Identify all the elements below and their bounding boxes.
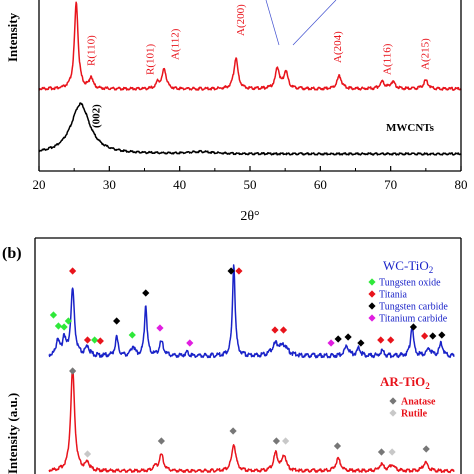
ar-tio2-trace-a	[38, 1, 462, 91]
wc-marker	[91, 336, 99, 344]
legend-swatch	[368, 302, 376, 310]
legend-entry: Tungsten oxide	[379, 278, 441, 289]
wc-marker	[271, 326, 279, 334]
legend-swatch	[389, 397, 397, 405]
panel-a-traces	[38, 1, 462, 156]
wc-marker	[49, 311, 58, 319]
wc-marker	[344, 333, 352, 341]
wc-marker	[60, 323, 68, 331]
wc-tio2-title: WC-TiO2	[383, 258, 433, 275]
peak-label: R(101)	[144, 44, 156, 76]
peak-label: A(215)	[419, 38, 431, 70]
panel-b: (b) WC-TiO2 Tungsten oxideTitaniaTungste…	[2, 237, 462, 474]
wc-marker	[83, 336, 92, 344]
peak-label: A(200)	[235, 4, 247, 36]
ar-marker	[333, 442, 342, 450]
peak-label: R(110)	[85, 35, 97, 66]
wc-marker	[279, 326, 288, 334]
ar-marker	[229, 427, 237, 435]
legend-entry: Tungsten carbide	[379, 302, 448, 313]
ar-marker	[69, 367, 77, 375]
wc-marker	[387, 336, 395, 344]
wc-marker	[64, 317, 72, 325]
wc-marker	[357, 339, 365, 347]
wc-marker	[156, 324, 164, 332]
wc-marker	[96, 337, 104, 345]
ar-marker	[377, 448, 386, 456]
wc-marker	[421, 332, 429, 340]
x-tick-label: 60	[314, 177, 327, 192]
panel-b-markers	[49, 267, 446, 458]
legend-swatch	[389, 409, 397, 417]
x-tick-label: 70	[384, 177, 397, 192]
wc-marker	[142, 289, 150, 297]
wc-marker	[227, 267, 235, 275]
wc-marker	[186, 339, 194, 347]
peak-label: A(116)	[381, 43, 393, 75]
legend-entry: Rutile	[401, 409, 428, 420]
panel-a-ylabel: Intensity	[5, 12, 20, 62]
x-tick-label: 30	[103, 177, 116, 192]
x-tick-label: 80	[455, 177, 468, 192]
guide-line-left	[265, 0, 280, 46]
ar-tio2-trace-b	[48, 367, 455, 474]
legend-swatch	[368, 314, 376, 322]
legend-swatch	[368, 290, 376, 298]
mwcnts-peak-label: (002)	[90, 104, 102, 128]
panel-a: R(110) R(101) A(112) A(200) A(204) A(116) A(21…	[5, 0, 468, 224]
legend-swatch	[368, 278, 376, 286]
ar-marker	[157, 437, 165, 445]
legend-entry: Anatase	[401, 397, 436, 408]
ar-marker	[83, 450, 92, 458]
legend-entry: Titania	[379, 290, 408, 301]
ar-tio2-title: AR-TiO2	[380, 374, 430, 391]
wc-tio2-trace	[48, 264, 455, 359]
wc-marker	[327, 339, 335, 347]
wc-marker	[334, 335, 342, 343]
peak-label: A(112)	[170, 28, 182, 60]
wc-marker	[113, 317, 121, 325]
wc-marker	[409, 323, 418, 331]
x-tick-label: 50	[244, 177, 257, 192]
guide-line-right	[292, 0, 337, 46]
wc-marker	[377, 336, 385, 344]
wc-marker	[128, 331, 136, 339]
legend-entry: Titanium carbide	[379, 314, 448, 325]
panel-a-xlabel: 2θ°	[240, 209, 259, 224]
ar-marker	[272, 437, 280, 445]
mwcnts-trace	[38, 102, 462, 156]
wc-marker	[429, 332, 437, 340]
panel-b-ylabel: Intensity (a.u.)	[5, 393, 20, 474]
peak-label: A(204)	[332, 31, 344, 63]
panel-a-peak-labels: R(110) R(101) A(112) A(200) A(204) A(116) A(21…	[85, 4, 431, 128]
wc-marker	[54, 322, 63, 330]
wc-marker	[69, 267, 77, 275]
ar-marker	[388, 448, 396, 456]
panel-b-tag: (b)	[2, 245, 22, 262]
mwcnts-label: MWCNTs	[386, 122, 435, 134]
wc-marker	[235, 267, 243, 275]
wc-marker	[438, 331, 446, 339]
x-tick-label: 20	[33, 177, 46, 192]
ar-marker	[282, 437, 290, 445]
panel-a-x-ticks: 20 30 40 50 60 70 80	[33, 166, 468, 192]
panel-b-traces	[48, 264, 455, 474]
ar-marker	[422, 445, 430, 453]
x-tick-label: 40	[173, 177, 186, 192]
